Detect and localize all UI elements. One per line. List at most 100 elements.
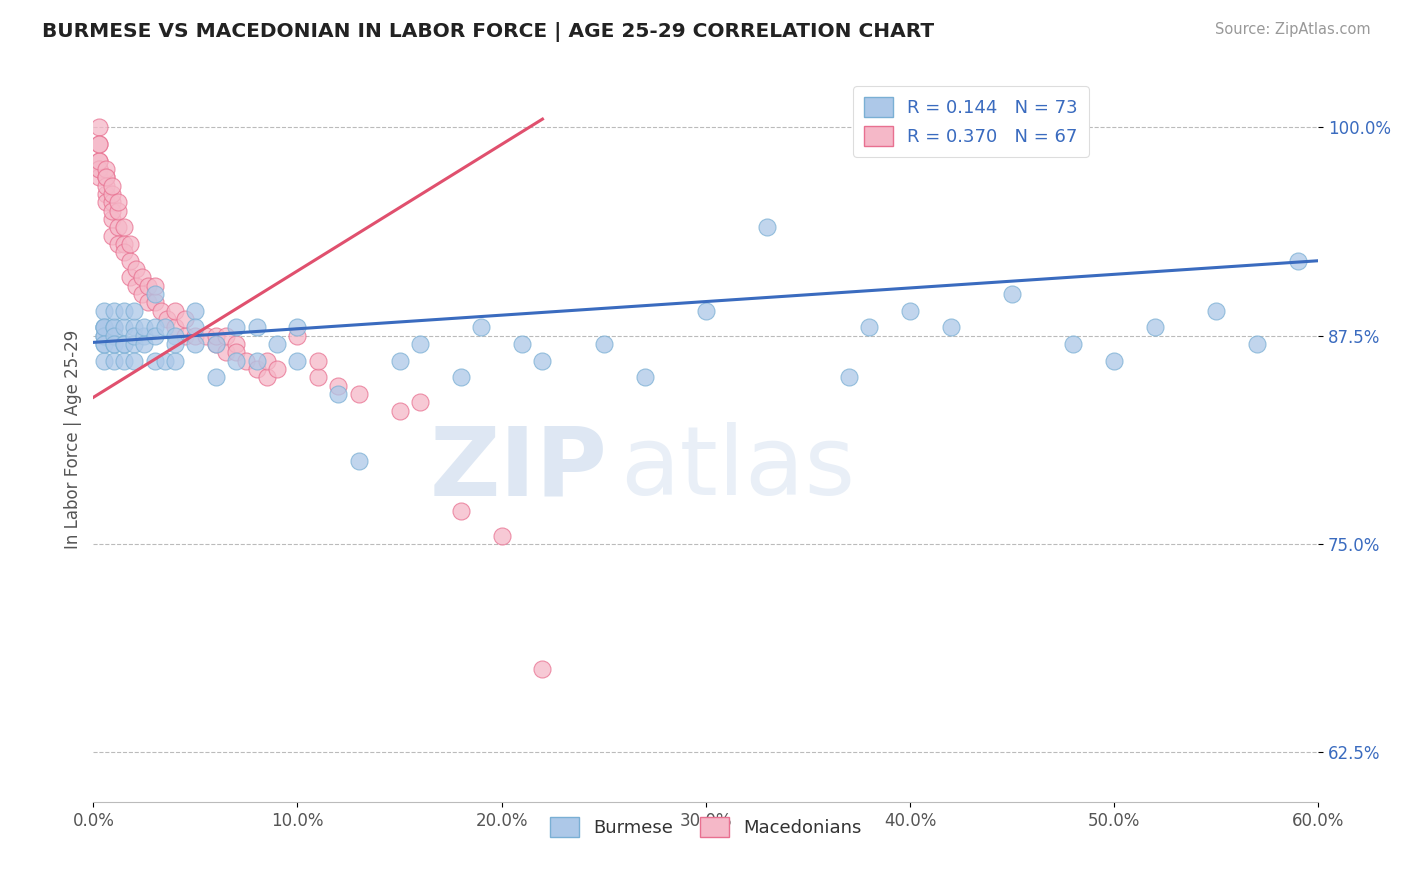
Point <box>1062 337 1084 351</box>
Point <box>531 353 554 368</box>
Point <box>89 137 111 152</box>
Point <box>103 337 125 351</box>
Point <box>112 320 135 334</box>
Text: Source: ZipAtlas.com: Source: ZipAtlas.com <box>1215 22 1371 37</box>
Point <box>89 162 111 177</box>
Point <box>122 303 145 318</box>
Point <box>898 303 921 318</box>
Point <box>174 328 197 343</box>
Point <box>450 370 472 384</box>
Point <box>112 303 135 318</box>
Point <box>1205 303 1227 318</box>
Point <box>93 328 115 343</box>
Point <box>100 195 122 210</box>
Point <box>112 337 135 351</box>
Point <box>100 212 122 227</box>
Point <box>120 253 142 268</box>
Point <box>184 337 207 351</box>
Point <box>125 262 148 277</box>
Point <box>103 353 125 368</box>
Point <box>100 228 122 243</box>
Point <box>112 245 135 260</box>
Point <box>94 170 117 185</box>
Point <box>149 303 172 318</box>
Point <box>163 337 186 351</box>
Point <box>266 337 288 351</box>
Point <box>143 320 166 334</box>
Point <box>112 237 135 252</box>
Point <box>100 178 122 193</box>
Point <box>93 320 115 334</box>
Point <box>112 353 135 368</box>
Point <box>225 353 247 368</box>
Point <box>163 353 186 368</box>
Point <box>120 237 142 252</box>
Point <box>307 353 329 368</box>
Point <box>756 220 779 235</box>
Point <box>246 320 269 334</box>
Point <box>204 337 226 351</box>
Point <box>143 328 166 343</box>
Point <box>215 345 238 359</box>
Point <box>125 278 148 293</box>
Point <box>409 395 432 409</box>
Point <box>450 504 472 518</box>
Point <box>225 337 247 351</box>
Point <box>93 337 115 351</box>
Point <box>143 287 166 301</box>
Point <box>107 195 129 210</box>
Point <box>163 328 186 343</box>
Point <box>134 328 156 343</box>
Point <box>184 328 207 343</box>
Point <box>287 320 309 334</box>
Point <box>100 187 122 202</box>
Point <box>89 153 111 168</box>
Point <box>122 337 145 351</box>
Point <box>93 303 115 318</box>
Point <box>266 362 288 376</box>
Point <box>215 328 238 343</box>
Point <box>103 320 125 334</box>
Point <box>184 303 207 318</box>
Point <box>103 320 125 334</box>
Point <box>103 303 125 318</box>
Point <box>633 370 655 384</box>
Point <box>838 370 860 384</box>
Point <box>93 328 115 343</box>
Point <box>347 387 370 401</box>
Point <box>204 328 226 343</box>
Point <box>89 170 111 185</box>
Point <box>347 453 370 467</box>
Point <box>89 120 111 135</box>
Point <box>510 337 533 351</box>
Point <box>93 320 115 334</box>
Point <box>122 353 145 368</box>
Point <box>204 337 226 351</box>
Point <box>287 328 309 343</box>
Point <box>112 337 135 351</box>
Point <box>94 178 117 193</box>
Point <box>256 370 278 384</box>
Point <box>409 337 432 351</box>
Point <box>194 328 217 343</box>
Point <box>204 370 226 384</box>
Point <box>858 320 880 334</box>
Point <box>1143 320 1166 334</box>
Point <box>112 220 135 235</box>
Point <box>107 220 129 235</box>
Point <box>1001 287 1024 301</box>
Point <box>153 353 176 368</box>
Point <box>94 162 117 177</box>
Point <box>134 320 156 334</box>
Point <box>93 320 115 334</box>
Point <box>94 170 117 185</box>
Point <box>1246 337 1268 351</box>
Point <box>388 403 411 417</box>
Point <box>184 320 207 334</box>
Point <box>328 378 350 392</box>
Point <box>122 328 145 343</box>
Point <box>163 320 186 334</box>
Point <box>156 312 179 326</box>
Point <box>225 345 247 359</box>
Legend: Burmese, Macedonians: Burmese, Macedonians <box>543 810 869 844</box>
